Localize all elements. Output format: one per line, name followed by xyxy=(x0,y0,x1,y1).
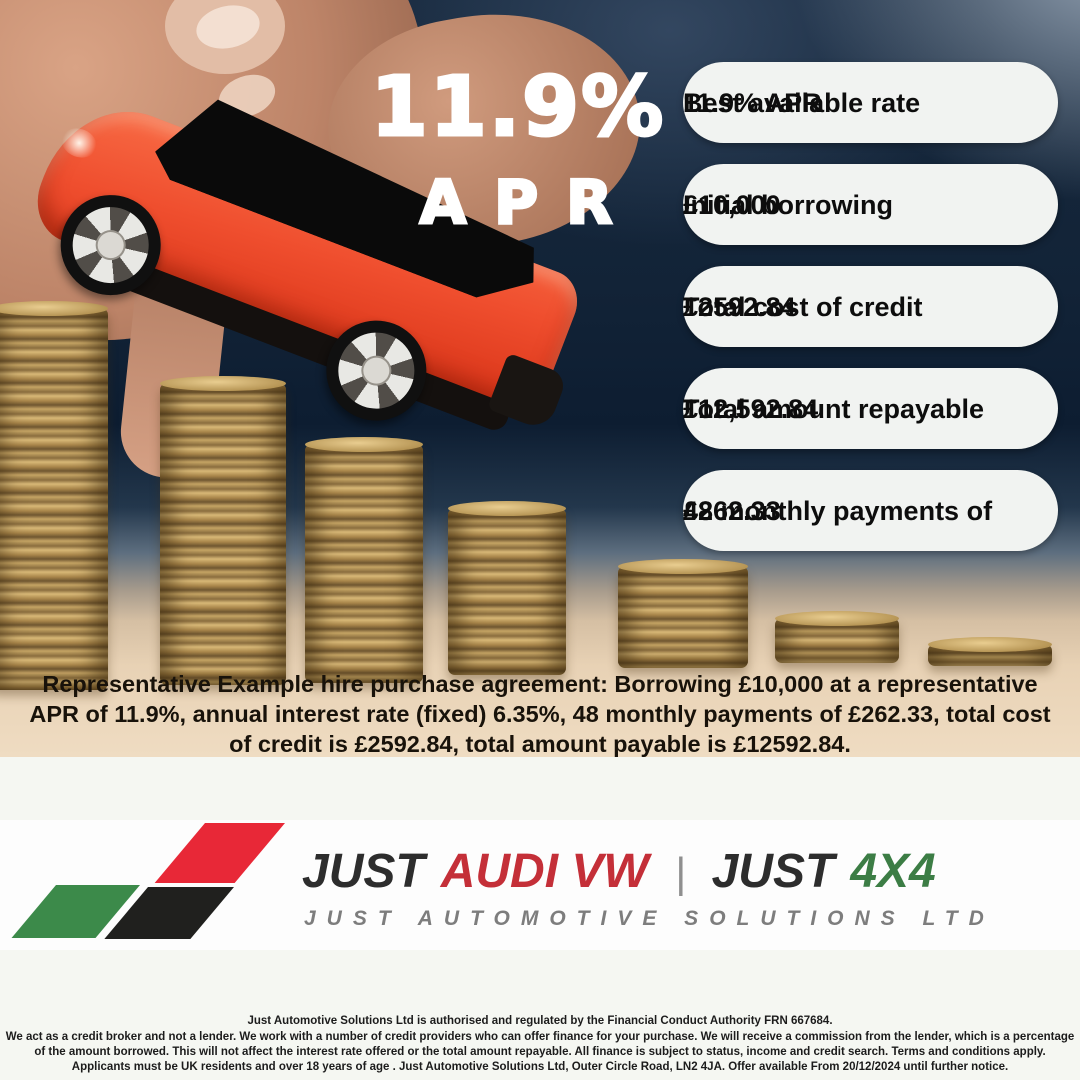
badge-amount-repayable: Total amount repayable £12,592.84 xyxy=(683,368,1058,449)
badge-line1: 48 monthly payments of xyxy=(683,495,993,526)
apr-headline: 11.9% APR xyxy=(368,59,668,238)
brand2-4x4-text: 4X4 xyxy=(850,845,936,898)
brand1-audi-vw-text: AUDI VW xyxy=(440,845,649,898)
badge-cost-of-credit: Total cost of credit £2592.84 xyxy=(683,266,1058,347)
brand2-just-text: JUST xyxy=(711,845,835,898)
badge-line2: £10,000 xyxy=(683,189,781,220)
footer-brand-band: JUST AUDI VW | JUST 4X4 JUST AUTOMOTIVE … xyxy=(0,757,1080,1080)
offer-badge-list: Best available rate 11.9% APR Initial bo… xyxy=(683,62,1058,551)
badge-initial-borrowing: Initial borrowing £10,000 xyxy=(683,164,1058,245)
coin-stack-6 xyxy=(775,611,899,663)
coin-stack-5 xyxy=(618,559,748,668)
badge-line2: £262.33 xyxy=(683,495,781,526)
badge-line2: £2592.84 xyxy=(683,291,796,322)
badge-monthly-payments: 48 monthly payments of £262.33 xyxy=(683,470,1058,551)
brand1-just-text: JUST xyxy=(302,845,425,898)
badge-line1: Total amount repayable xyxy=(683,393,985,424)
legal-fine-print: Just Automotive Solutions Ltd is authori… xyxy=(4,1014,1076,1075)
brand-divider: | xyxy=(674,849,686,896)
hero-photo: 11.9% APR Best available rate 11.9% APR … xyxy=(0,0,1080,757)
coin-stack-3 xyxy=(305,437,423,683)
badge-line1: Best available rate xyxy=(683,87,921,118)
badge-line2: £12,592.84 xyxy=(683,393,819,424)
apr-rate-text: 11.9% xyxy=(369,59,666,157)
coin-stack-7 xyxy=(928,637,1052,666)
brand-wordmark: JUST AUDI VW | JUST 4X4 xyxy=(302,843,1062,902)
brand-tagline: JUST AUTOMOTIVE SOLUTIONS LTD xyxy=(304,907,995,930)
coin-stack-2 xyxy=(160,376,286,685)
badge-best-rate: Best available rate 11.9% APR xyxy=(683,62,1058,143)
fca-authorisation-text: Just Automotive Solutions Ltd is authori… xyxy=(247,1015,833,1027)
badge-line1: Total cost of credit xyxy=(683,291,923,322)
badge-line1: Initial borrowing xyxy=(683,189,893,220)
badge-line2: 11.9% APR xyxy=(683,87,822,118)
credit-broker-disclosure-text: We act as a credit broker and not a lend… xyxy=(5,1031,1075,1073)
coin-stack-4 xyxy=(448,501,566,675)
representative-example-text: Representative Example hire purchase agr… xyxy=(29,671,1051,757)
coin-stack-1 xyxy=(0,301,108,690)
apr-label-text: APR xyxy=(418,168,641,238)
